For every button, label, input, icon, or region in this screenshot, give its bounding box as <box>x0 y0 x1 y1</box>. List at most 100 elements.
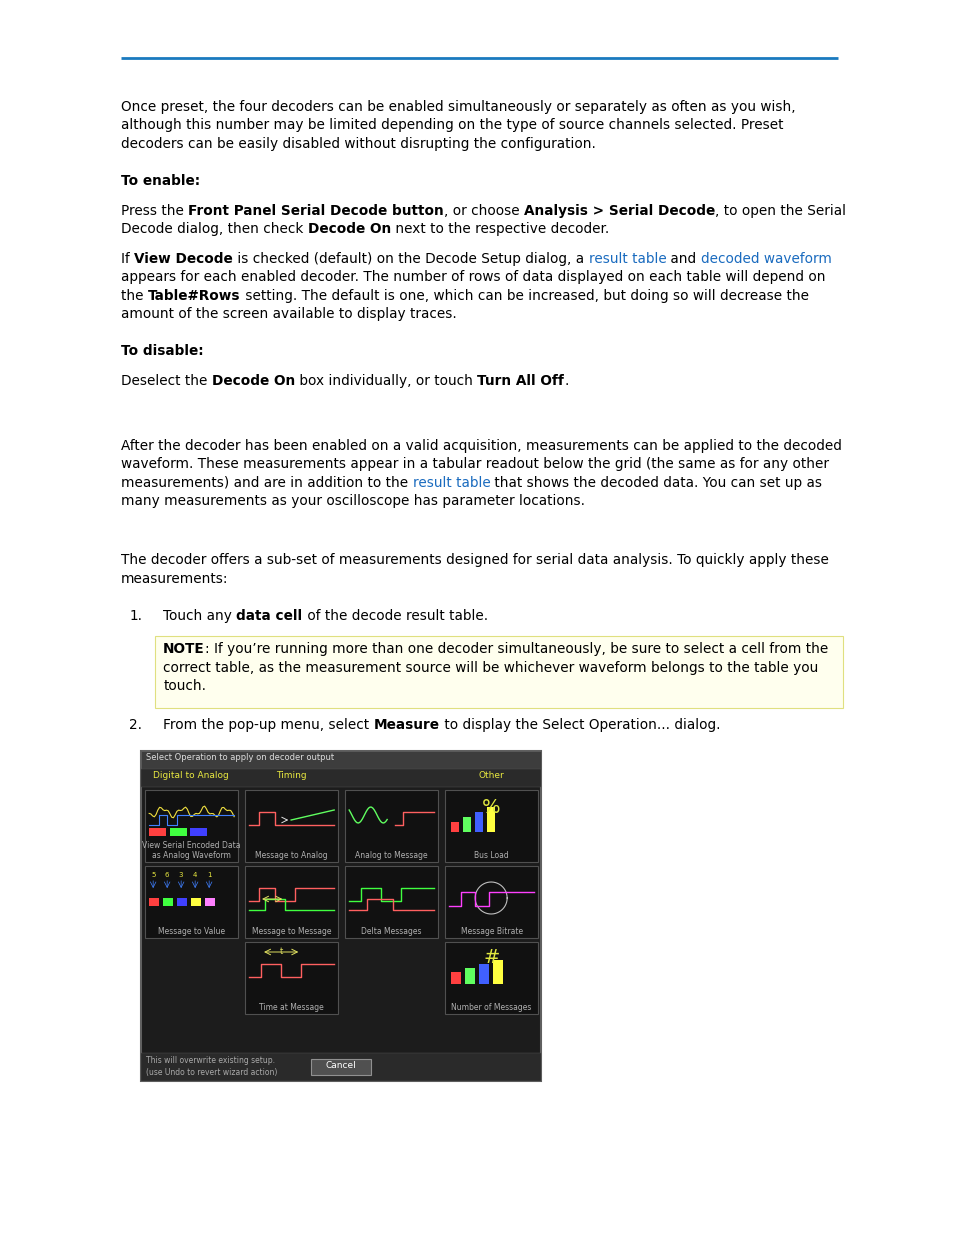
Bar <box>141 1053 540 1081</box>
Bar <box>451 823 458 832</box>
Text: 1: 1 <box>207 872 212 878</box>
Text: 5: 5 <box>151 872 155 878</box>
Text: NOTE: NOTE <box>163 642 205 656</box>
Text: 6: 6 <box>165 872 170 878</box>
Text: Number of Messages: Number of Messages <box>451 1003 531 1011</box>
Text: : If you’re running more than one decoder simultaneously, be sure to select a ce: : If you’re running more than one decode… <box>205 642 827 656</box>
Bar <box>149 898 159 906</box>
Text: and: and <box>665 252 700 266</box>
Text: Delta Messages: Delta Messages <box>361 927 421 936</box>
Bar <box>190 827 207 836</box>
Text: is checked (default) on the Decode Setup dialog, a: is checked (default) on the Decode Setup… <box>233 252 588 266</box>
Text: Touch any: Touch any <box>163 609 236 622</box>
Text: the: the <box>121 289 148 303</box>
Text: Decode dialog, then check: Decode dialog, then check <box>121 222 308 236</box>
Text: result table: result table <box>413 475 490 489</box>
Text: decoders can be easily disabled without disrupting the configuration.: decoders can be easily disabled without … <box>121 137 596 151</box>
Bar <box>177 898 187 906</box>
Bar <box>245 942 337 1014</box>
Text: Message to Analog: Message to Analog <box>255 851 328 860</box>
Bar <box>155 636 841 708</box>
Text: , to open the Serial: , to open the Serial <box>715 204 845 217</box>
Text: Cancel: Cancel <box>325 1061 356 1070</box>
Text: result table: result table <box>588 252 665 266</box>
Bar <box>163 898 173 906</box>
Bar <box>170 827 187 836</box>
Text: Decode On: Decode On <box>308 222 391 236</box>
Text: From the pop-up menu, select: From the pop-up menu, select <box>163 718 374 731</box>
Text: Measure: Measure <box>374 718 439 731</box>
Text: correct table, as the measurement source will be whichever waveform belongs to t: correct table, as the measurement source… <box>163 661 818 674</box>
Bar <box>149 827 166 836</box>
Bar <box>493 960 502 984</box>
Text: After the decoder has been enabled on a valid acquisition, measurements can be a: After the decoder has been enabled on a … <box>121 438 841 452</box>
Text: decoded waveform: decoded waveform <box>700 252 831 266</box>
Text: box individually, or touch: box individually, or touch <box>294 374 476 388</box>
Bar <box>445 866 537 939</box>
Text: that shows the decoded data. You can set up as: that shows the decoded data. You can set… <box>490 475 821 489</box>
Text: Analog to Message: Analog to Message <box>355 851 428 860</box>
Bar <box>345 866 437 939</box>
Text: Message to Value: Message to Value <box>158 927 225 936</box>
Bar <box>191 898 201 906</box>
Text: next to the respective decoder.: next to the respective decoder. <box>391 222 609 236</box>
Text: Table#Rows: Table#Rows <box>148 289 240 303</box>
Text: #: # <box>483 948 499 967</box>
Bar <box>245 866 337 939</box>
Text: Bus Load: Bus Load <box>474 851 509 860</box>
Text: Message to Message: Message to Message <box>252 927 331 936</box>
Text: The decoder offers a sub-set of measurements designed for serial data analysis. : The decoder offers a sub-set of measurem… <box>121 553 828 567</box>
Text: Turn All Off: Turn All Off <box>476 374 563 388</box>
Bar <box>465 968 475 984</box>
Text: View Serial Encoded Data
as Analog Waveform: View Serial Encoded Data as Analog Wavef… <box>142 841 241 860</box>
Text: %: % <box>482 798 500 818</box>
Bar <box>145 790 238 862</box>
Text: measurements) and are in addition to the: measurements) and are in addition to the <box>121 475 413 489</box>
Text: many measurements as your oscilloscope has parameter locations.: many measurements as your oscilloscope h… <box>121 494 584 508</box>
Text: although this number may be limited depending on the type of source channels sel: although this number may be limited depe… <box>121 119 782 132</box>
Bar <box>451 972 460 984</box>
Bar <box>487 806 495 832</box>
Text: of the decode result table.: of the decode result table. <box>302 609 487 622</box>
Bar <box>205 898 215 906</box>
Text: Press the: Press the <box>121 204 188 217</box>
Text: 4: 4 <box>193 872 197 878</box>
Text: Timing: Timing <box>275 771 306 781</box>
Bar <box>475 811 482 832</box>
Text: appears for each enabled decoder. The number of rows of data displayed on each t: appears for each enabled decoder. The nu… <box>121 270 824 284</box>
Bar <box>462 818 471 832</box>
Text: Digital to Analog: Digital to Analog <box>153 771 229 781</box>
Text: This will overwrite existing setup.
(use Undo to revert wizard action): This will overwrite existing setup. (use… <box>146 1056 277 1077</box>
Text: touch.: touch. <box>163 679 206 693</box>
Bar <box>141 769 540 787</box>
Bar <box>311 1058 371 1074</box>
Text: data cell: data cell <box>236 609 302 622</box>
Text: Once preset, the four decoders can be enabled simultaneously or separately as of: Once preset, the four decoders can be en… <box>121 100 795 114</box>
Text: 2.: 2. <box>129 718 142 731</box>
Bar <box>141 751 540 769</box>
Text: 3: 3 <box>179 872 183 878</box>
Text: , or choose: , or choose <box>444 204 523 217</box>
Text: to display the Select Operation... dialog.: to display the Select Operation... dialo… <box>439 718 720 731</box>
Bar <box>141 751 540 1081</box>
Text: View Decode: View Decode <box>134 252 233 266</box>
Text: amount of the screen available to display traces.: amount of the screen available to displa… <box>121 308 456 321</box>
Text: Select Operation to apply on decoder output: Select Operation to apply on decoder out… <box>146 753 334 762</box>
Text: Message Bitrate: Message Bitrate <box>460 927 522 936</box>
Text: Other: Other <box>477 771 503 781</box>
Text: 1.: 1. <box>129 609 142 622</box>
Text: measurements:: measurements: <box>121 572 229 585</box>
Bar <box>345 790 437 862</box>
Bar <box>145 866 238 939</box>
Text: waveform. These measurements appear in a tabular readout below the grid (the sam: waveform. These measurements appear in a… <box>121 457 828 471</box>
Text: Deselect the: Deselect the <box>121 374 212 388</box>
Text: Decode On: Decode On <box>212 374 294 388</box>
Text: To disable:: To disable: <box>121 345 204 358</box>
Bar <box>478 965 489 984</box>
Text: setting. The default is one, which can be increased, but doing so will decrease : setting. The default is one, which can b… <box>240 289 808 303</box>
Text: Analysis > Serial Decode: Analysis > Serial Decode <box>523 204 715 217</box>
Text: t: t <box>279 947 282 956</box>
Text: Time at Message: Time at Message <box>259 1003 324 1011</box>
Bar <box>445 942 537 1014</box>
Text: .: . <box>563 374 568 388</box>
